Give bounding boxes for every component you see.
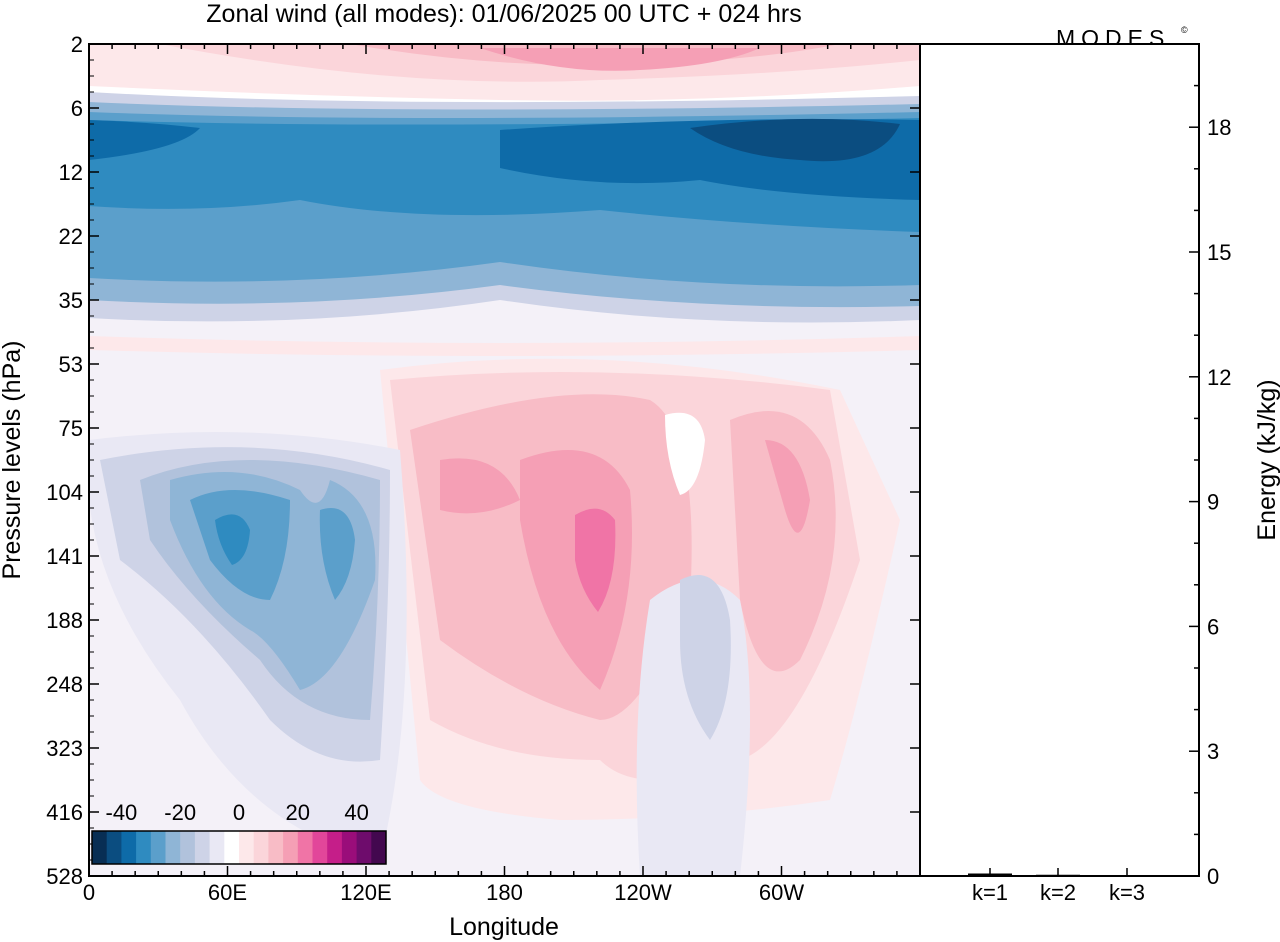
colorbar-swatch — [268, 831, 284, 864]
energy-bar — [968, 873, 1012, 876]
x-tick-label: 120E — [340, 880, 391, 905]
modes-logo-mark: © — [1181, 25, 1188, 35]
colorbar-swatch — [239, 831, 255, 864]
colorbar-swatch — [327, 831, 343, 864]
colorbar-swatch — [209, 831, 225, 864]
x-tick-label: 0 — [83, 880, 95, 905]
y-tick-label: 188 — [46, 608, 83, 633]
y-tick-label: 6 — [71, 96, 83, 121]
figure-title: Zonal wind (all modes): 01/06/2025 00 UT… — [206, 0, 801, 28]
y-tick-label: 416 — [46, 800, 83, 825]
energy-tick-label: 6 — [1207, 614, 1219, 639]
energy-tick-label: 15 — [1207, 240, 1231, 265]
y-axis-label: Pressure levels (hPa) — [0, 341, 26, 580]
map-axes: 0 60E 120E 180 120W 60W 2 6 12 22 35 53 75 104 141 188 2… — [46, 32, 921, 905]
colorbar-swatch — [341, 831, 358, 864]
k-tick-label: k=3 — [1109, 880, 1145, 905]
colorbar-swatch — [224, 831, 240, 864]
y-tick-label: 323 — [46, 736, 83, 761]
colorbar-swatch — [92, 831, 108, 864]
colorbar-swatch — [106, 831, 122, 864]
y-tick-label: 53 — [59, 352, 83, 377]
x-tick-label: 60W — [759, 880, 804, 905]
energy-axis-label: Energy (kJ/kg) — [1253, 379, 1280, 540]
x-tick-label: 120W — [614, 880, 672, 905]
stratospheric-easterly-band — [89, 92, 920, 323]
energy-tick-label: 18 — [1207, 115, 1231, 140]
colorbar-swatch — [356, 831, 372, 864]
colorbar-swatch — [165, 831, 181, 864]
zonal-wind-contour-field — [89, 44, 920, 876]
energy-tick-label: 3 — [1207, 739, 1219, 764]
colorbar-tick-label: -20 — [164, 800, 196, 825]
energy-panel: 0 3 6 9 12 15 18 k=1 k=2 k=3 — [919, 43, 1231, 905]
colorbar-tick-label: 20 — [286, 800, 310, 825]
colorbar-swatch — [150, 831, 166, 864]
k-tick-label: k=1 — [972, 880, 1008, 905]
energy-bar — [1105, 875, 1149, 877]
x-tick-label: 180 — [486, 880, 523, 905]
top-layer-westerlies — [89, 44, 920, 114]
energy-panel-frame — [919, 43, 1200, 877]
y-tick-label: 2 — [71, 32, 83, 57]
y-tick-label: 141 — [46, 544, 83, 569]
y-tick-label: 75 — [59, 416, 83, 441]
y-tick-label: 248 — [46, 672, 83, 697]
y-tick-label: 528 — [46, 864, 83, 889]
colorbar: -40 -20 0 20 40 — [91, 800, 387, 865]
x-tick-label: 60E — [208, 880, 247, 905]
colorbar-swatch — [312, 831, 328, 864]
colorbar-swatch — [194, 831, 211, 864]
colorbar-swatch — [253, 831, 269, 864]
colorbar-swatch — [283, 831, 299, 864]
x-axis-label: Longitude — [449, 913, 559, 941]
colorbar-tick-label: -40 — [106, 800, 138, 825]
colorbar-frame — [91, 830, 387, 865]
energy-tick-label: 0 — [1207, 864, 1219, 889]
y-tick-label: 12 — [59, 160, 83, 185]
colorbar-swatch — [297, 831, 313, 864]
energy-bar — [1036, 874, 1080, 877]
colorbar-swatch — [136, 831, 152, 864]
y-tick-label: 104 — [46, 480, 83, 505]
colorbar-tick-label: 40 — [344, 800, 368, 825]
energy-tick-label: 9 — [1207, 490, 1219, 515]
colorbar-swatch — [121, 831, 137, 864]
troposphere-easterly-lobes — [89, 432, 407, 860]
k-tick-label: k=2 — [1040, 880, 1076, 905]
energy-tick-label: 12 — [1207, 365, 1231, 390]
colorbar-swatch — [371, 831, 387, 864]
colorbar-swatch — [180, 831, 196, 864]
colorbar-tick-label: 0 — [233, 800, 245, 825]
y-tick-label: 22 — [59, 224, 83, 249]
central-pacific-easterly-lobe — [636, 575, 750, 876]
y-tick-label: 35 — [59, 288, 83, 313]
